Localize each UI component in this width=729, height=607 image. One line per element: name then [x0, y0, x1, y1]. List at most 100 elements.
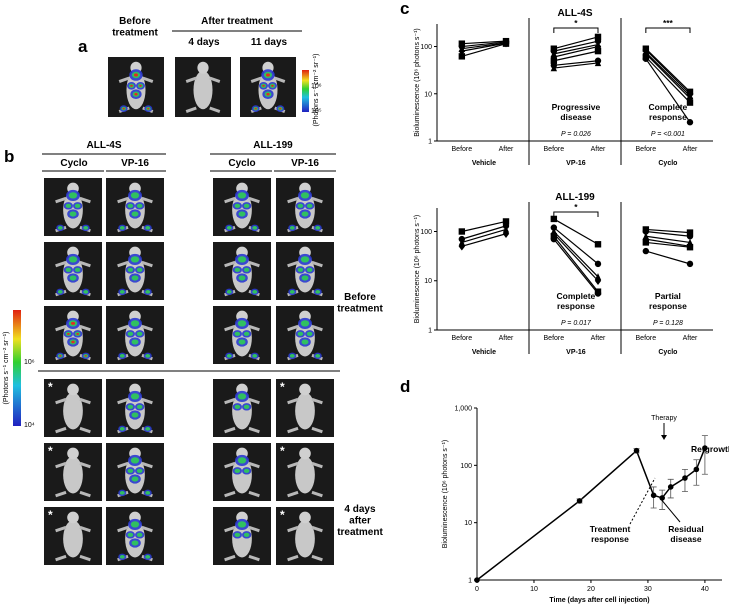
paired-line	[645, 235, 691, 244]
mouse-body	[63, 392, 83, 430]
signal	[226, 354, 232, 358]
mouse-image	[213, 507, 271, 565]
signal	[133, 73, 139, 77]
signal	[315, 290, 321, 294]
x-tick-label: After	[591, 146, 606, 153]
annotation: Residual disease	[668, 524, 703, 544]
signal	[234, 331, 241, 336]
asterisk: *	[280, 380, 285, 394]
mouse-body	[295, 520, 315, 558]
signal	[254, 107, 257, 110]
paired-line	[553, 238, 599, 294]
y-tick-label: 10	[424, 278, 432, 285]
paired-line	[553, 235, 599, 293]
mouse-head	[67, 511, 79, 524]
mouse-image	[213, 379, 271, 437]
signal	[271, 84, 274, 87]
header: VP-16	[291, 158, 319, 169]
signal	[134, 92, 138, 96]
mouse-body	[232, 456, 252, 494]
header: ALL-4S	[87, 140, 122, 151]
signal	[122, 107, 125, 110]
mouse-limb	[248, 554, 260, 562]
mouse-limb	[141, 324, 153, 332]
marker	[594, 47, 602, 55]
y-axis-label: Bioluminescence (10⁶ photons s⁻¹)	[414, 28, 421, 137]
y-tick-label: 10	[424, 91, 432, 98]
signal	[243, 404, 250, 409]
x-tick-label: Before	[544, 146, 565, 153]
signal	[119, 226, 125, 230]
p-value: P = 0.026	[561, 131, 591, 138]
mouse-limb	[117, 461, 129, 469]
outcome: Complete response	[649, 102, 688, 122]
mouse-image	[44, 306, 102, 364]
signal	[70, 321, 76, 325]
signal	[130, 393, 140, 400]
significance: *	[574, 202, 578, 212]
mouse-image: *	[276, 379, 334, 437]
signal	[127, 404, 134, 409]
signal	[145, 555, 151, 559]
y-axis-label: Bioluminescence (10⁶ photons s⁻¹)	[442, 440, 449, 549]
mouse-limb	[224, 461, 236, 469]
signal	[306, 203, 313, 208]
signal	[130, 521, 140, 528]
signal	[130, 84, 133, 87]
mouse-limb	[117, 260, 129, 268]
p-value: P = 0.017	[561, 320, 592, 327]
signal	[69, 275, 77, 281]
outcome: Partial response	[649, 291, 687, 311]
mouse-image: *	[276, 443, 334, 501]
paired-line	[461, 40, 507, 45]
mouse-limb	[79, 525, 91, 533]
mouse-limb	[141, 525, 153, 533]
x-tick-label: Before	[452, 146, 473, 153]
signal	[76, 332, 80, 335]
mouse-limb	[287, 260, 299, 268]
point	[667, 484, 674, 490]
mouse-image	[213, 242, 271, 300]
mouse-image	[106, 306, 164, 364]
signal	[136, 404, 143, 409]
mouse-limb	[311, 196, 323, 204]
signal	[131, 476, 139, 482]
paired-line	[553, 218, 599, 245]
signal	[279, 107, 282, 110]
signal	[136, 331, 143, 336]
bracket	[553, 211, 599, 217]
paired-line	[553, 227, 599, 265]
y-tick-label: 100	[420, 44, 432, 51]
signal	[238, 211, 246, 217]
mouse-image	[106, 242, 164, 300]
signal	[243, 331, 250, 336]
signal	[266, 92, 270, 96]
signal	[119, 555, 125, 559]
mouse-limb	[79, 426, 91, 434]
mouse-limb	[141, 461, 153, 469]
header: VP-16	[121, 158, 149, 169]
signal	[119, 491, 125, 495]
paired-line	[645, 228, 691, 234]
signal	[315, 354, 321, 358]
signal	[300, 256, 310, 263]
header: Before treatment	[112, 16, 158, 39]
bracket	[553, 27, 599, 33]
mouse-limb	[142, 76, 154, 84]
scale-value: 10⁶	[311, 83, 322, 90]
paired-line	[553, 233, 599, 282]
signal	[243, 267, 250, 272]
signal	[66, 332, 70, 335]
paired-line	[553, 62, 599, 69]
signal	[237, 457, 247, 464]
signal	[234, 532, 241, 537]
paired-line	[461, 42, 507, 50]
signal	[234, 468, 241, 473]
marker	[686, 260, 694, 268]
mouse-image	[276, 242, 334, 300]
mouse-limb	[55, 397, 67, 405]
mouse-head	[299, 511, 311, 524]
marker	[550, 235, 558, 243]
mouse-image	[276, 306, 334, 364]
y-tick-label: 1	[428, 139, 432, 146]
